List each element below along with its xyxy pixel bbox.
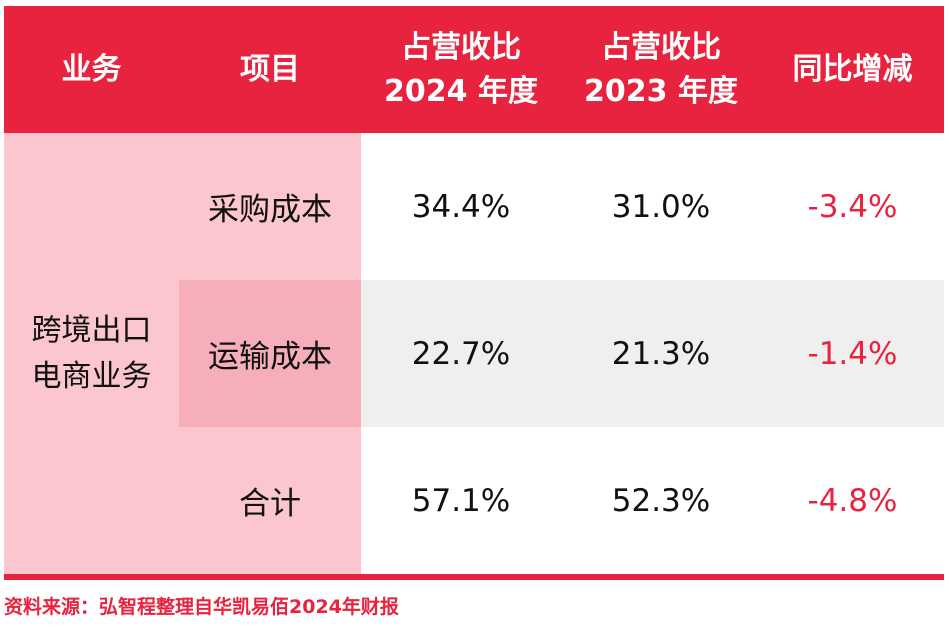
business-line1: 跨境出口 (31, 312, 152, 348)
header-2024: 占营收比 2024 年度 (361, 6, 561, 133)
item-cell: 采购成本 (208, 192, 332, 228)
header-business-label: 业务 (61, 51, 122, 87)
cost-ratio-table: 业务 项目 占营收比 2024 年度 占营收比 2023 年度 同比增减 跨境出… (4, 6, 944, 580)
table-bottom-rule (4, 574, 944, 580)
table-row: 采购成本 34.4% 31.0% -3.4% (4, 133, 944, 280)
business-line2: 电商业务 (31, 358, 152, 394)
value-2024-cell: 22.7% (411, 335, 511, 372)
value-2023-cell: 52.3% (611, 482, 711, 519)
header-2024-line1: 占营收比 (401, 29, 521, 65)
yoy-cell: -3.4% (807, 188, 898, 225)
item-cell: 合计 (239, 486, 301, 522)
header-2023-line1: 占营收比 (601, 29, 721, 65)
table-header: 业务 项目 占营收比 2024 年度 占营收比 2023 年度 同比增减 (4, 6, 944, 133)
header-2024-line2: 2024 年度 (384, 73, 538, 109)
yoy-cell: -4.8% (807, 482, 898, 519)
header-yoy: 同比增减 (761, 6, 944, 133)
business-cell: 跨境出口 电商业务 (4, 133, 179, 574)
highlight-item-bg (179, 280, 361, 427)
value-2023-cell: 21.3% (611, 335, 711, 372)
header-2023-line2: 2023 年度 (584, 73, 738, 109)
value-2023-cell: 31.0% (611, 188, 711, 225)
table-row: 合计 57.1% 52.3% -4.8% (4, 427, 944, 574)
source-note: 资料来源：弘智程整理自华凯易佰2024年财报 (4, 596, 399, 618)
table-row: 运输成本 22.7% 21.3% -1.4% (4, 280, 944, 427)
item-cell: 运输成本 (208, 339, 332, 375)
header-item-label: 项目 (240, 51, 300, 87)
header-yoy-label: 同比增减 (792, 51, 913, 87)
yoy-cell: -1.4% (807, 335, 898, 372)
header-business: 业务 (4, 6, 179, 133)
value-2024-cell: 57.1% (411, 482, 511, 519)
value-2024-cell: 34.4% (411, 188, 511, 225)
header-2023: 占营收比 2023 年度 (561, 6, 761, 133)
row-2-bg (361, 280, 944, 427)
header-item: 项目 (179, 6, 361, 133)
